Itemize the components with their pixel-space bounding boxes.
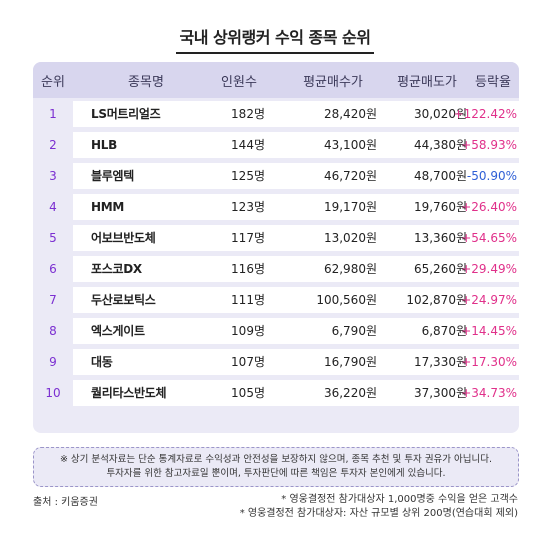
stock-name-cell: HMM: [91, 199, 125, 214]
table-row: 3 블루엠텍 125명 46,720원 48,700원 -50.90%: [33, 160, 519, 191]
avg-sell-cell: 17,330원: [413, 355, 467, 369]
rank-cell: 7: [49, 292, 57, 307]
count-cell: 116명: [231, 262, 265, 276]
avg-buy-cell: 19,170원: [323, 200, 377, 214]
avg-sell-cell: 102,870원: [406, 293, 467, 307]
avg-buy-cell: 46,720원: [323, 169, 377, 183]
avg-buy-cell: 62,980원: [323, 262, 377, 276]
avg-sell-cell: 13,360원: [413, 231, 467, 245]
avg-buy-cell: 36,220원: [323, 386, 377, 400]
avg-buy-cell: 16,790원: [323, 355, 377, 369]
rank-cell: 10: [45, 385, 61, 400]
avg-sell-cell: 48,700원: [413, 169, 467, 183]
avg-sell-cell: 19,760원: [413, 200, 467, 214]
row-card: [73, 132, 519, 158]
header-name: 종목명: [128, 74, 164, 90]
table-row: 9 대동 107명 16,790원 17,330원 +17.30%: [33, 346, 519, 377]
row-card: [73, 318, 519, 344]
rank-cell: 5: [49, 230, 57, 245]
avg-sell-cell: 6,870원: [421, 324, 467, 338]
stock-name-cell: 블루엠텍: [91, 169, 134, 183]
disclaimer-notice: ※ 상기 분석자료는 단순 통계자료로 수익성과 안전성을 보장하지 않으며, …: [33, 447, 519, 487]
count-cell: 123명: [231, 200, 265, 214]
count-cell: 107명: [231, 355, 265, 369]
table-row: 8 엑스게이트 109명 6,790원 6,870원 +14.45%: [33, 315, 519, 346]
stock-name-cell: 퀄리타스반도체: [91, 386, 167, 400]
footnotes: * 영웅결정전 참가대상자 1,000명중 수익을 얻은 고객수 * 영웅결정전…: [240, 493, 518, 521]
count-cell: 105명: [231, 386, 265, 400]
rank-cell: 4: [49, 199, 57, 214]
header-avg-sell: 평균매도가: [397, 74, 457, 90]
title-wrap: 국내 상위랭커 수익 종목 순위: [0, 24, 550, 54]
row-card: [73, 194, 519, 220]
table-row: 2 HLB 144명 43,100원 44,380원 +58.93%: [33, 129, 519, 160]
rate-cell: +24.97%: [461, 292, 517, 307]
row-card: [73, 256, 519, 282]
disclaimer-line-2: 투자자를 위한 참고자료일 뿐이며, 투자판단에 따른 책임은 투자자 본인에게…: [106, 468, 446, 479]
count-cell: 144명: [231, 138, 265, 152]
table-row: 6 포스코DX 116명 62,980원 65,260원 +29.49%: [33, 253, 519, 284]
rate-cell: +17.30%: [461, 354, 517, 369]
rank-cell: 2: [49, 137, 57, 152]
table-row: 4 HMM 123명 19,170원 19,760원 +26.40%: [33, 191, 519, 222]
count-cell: 109명: [231, 324, 265, 338]
stock-name-cell: 포스코DX: [91, 262, 142, 276]
table-row: 10 퀄리타스반도체 105명 36,220원 37,300원 +34.73%: [33, 377, 519, 408]
row-card: [73, 349, 519, 375]
header-avg-buy: 평균매수가: [303, 74, 363, 90]
count-cell: 125명: [231, 169, 265, 183]
rank-cell: 6: [49, 261, 57, 276]
rate-cell: +29.49%: [461, 261, 517, 276]
stock-name-cell: 두산로보틱스: [91, 293, 156, 307]
avg-sell-cell: 37,300원: [413, 386, 467, 400]
footnote-2: * 영웅결정전 참가대상자: 자산 규모별 상위 200명(연습대회 제외): [239, 508, 518, 519]
disclaimer-line-1: ※ 상기 분석자료는 단순 통계자료로 수익성과 안전성을 보장하지 않으며, …: [59, 454, 493, 465]
count-cell: 117명: [231, 231, 265, 245]
avg-buy-cell: 6,790원: [331, 324, 377, 338]
stock-name-cell: 대동: [91, 355, 113, 369]
ranking-table: 순위 종목명 인원수 평균매수가 평균매도가 등락율 1 LS머트리얼즈 182명 2…: [33, 62, 519, 433]
count-cell: 182명: [231, 107, 265, 121]
table-row: 1 LS머트리얼즈 182명 28,420원 30,020원 +122.42%: [33, 98, 519, 129]
table-row: 7 두산로보틱스 111명 100,560원 102,870원 +24.97%: [33, 284, 519, 315]
table-row: 5 어보브반도체 117명 13,020원 13,360원 +54.65%: [33, 222, 519, 253]
row-card: [73, 101, 519, 127]
header-rank: 순위: [41, 74, 65, 90]
avg-sell-cell: 65,260원: [413, 262, 467, 276]
stock-name-cell: 어보브반도체: [91, 231, 156, 245]
stock-name-cell: 엑스게이트: [91, 324, 145, 338]
row-card: [73, 287, 519, 313]
row-card: [73, 163, 519, 189]
count-cell: 111명: [231, 293, 265, 307]
rate-cell: +122.42%: [453, 106, 517, 121]
page-title: 국내 상위랭커 수익 종목 순위: [175, 24, 375, 54]
avg-buy-cell: 13,020원: [323, 231, 377, 245]
rank-cell: 3: [49, 168, 57, 183]
rank-cell: 8: [49, 323, 57, 338]
avg-buy-cell: 100,560원: [316, 293, 377, 307]
stock-name-cell: LS머트리얼즈: [91, 107, 161, 121]
rate-cell: -50.90%: [466, 168, 517, 183]
row-card: [73, 225, 519, 251]
rate-cell: +58.93%: [461, 137, 517, 152]
rate-cell: +34.73%: [461, 385, 517, 400]
rate-cell: +54.65%: [461, 230, 517, 245]
source-text: 출처 : 키움증권: [33, 497, 98, 508]
avg-sell-cell: 30,020원: [413, 107, 467, 121]
table-header: 순위 종목명 인원수 평균매수가 평균매도가 등락율: [33, 62, 519, 98]
header-count: 인원수: [221, 74, 257, 90]
row-card: [73, 380, 519, 406]
stock-name-cell: HLB: [91, 137, 117, 152]
rate-cell: +26.40%: [461, 199, 517, 214]
avg-sell-cell: 44,380원: [413, 138, 467, 152]
avg-buy-cell: 43,100원: [323, 138, 377, 152]
table-body: 1 LS머트리얼즈 182명 28,420원 30,020원 +122.42% 2 HLB 14…: [33, 98, 519, 408]
rate-cell: +14.45%: [461, 323, 517, 338]
rank-cell: 1: [49, 106, 57, 121]
header-rate: 등락율: [475, 74, 511, 90]
avg-buy-cell: 28,420원: [323, 107, 377, 121]
footnote-1: * 영웅결정전 참가대상자 1,000명중 수익을 얻은 고객수: [281, 494, 518, 505]
rank-cell: 9: [49, 354, 57, 369]
